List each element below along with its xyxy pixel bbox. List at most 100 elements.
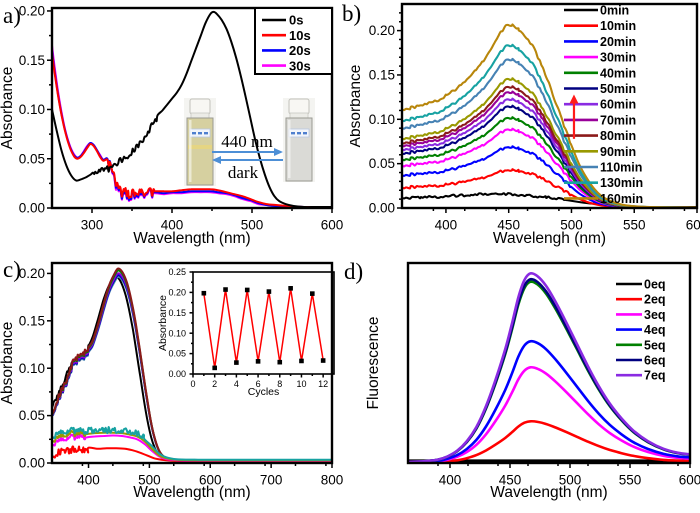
cuvette-clear-solution-highlight [288, 120, 291, 178]
y-tick-label: 0.05 [369, 156, 395, 171]
legend-label-2eq: 2eq [644, 293, 666, 307]
legend-label-7eq: 7eq [644, 369, 666, 383]
x-tick-label: 300 [81, 218, 104, 233]
x-tick-label: 8 [277, 379, 282, 389]
legend-label-60min: 60min [600, 98, 636, 112]
legend-label-0eq: 0eq [644, 278, 666, 292]
cuvette-yellow-solution-band [188, 145, 212, 149]
forward-wavelength-annotation: 440 nm [221, 132, 272, 151]
plot-frame-a [50, 6, 334, 210]
cuvette-yellow-solution [184, 98, 216, 186]
series-7eq-line [408, 271, 690, 463]
x-tick-label: 400 [161, 218, 184, 233]
increase-up-arrow-icon [569, 94, 579, 104]
x-tick-label: 600 [679, 473, 700, 488]
x-tick-label: 6 [256, 379, 261, 389]
series-cycling-absorbance-marker-5 [244, 287, 250, 293]
series-group-c [52, 267, 332, 463]
panel-c-label: c) [3, 257, 21, 282]
series-group-a [52, 10, 332, 208]
series-cycling-absorbance-line [203, 287, 324, 369]
x-tick-label: 0 [190, 379, 195, 389]
y-tick-label: 0.25 [168, 267, 186, 277]
y-tick-label: 0.10 [369, 112, 395, 127]
legend-label-20s: 20s [289, 43, 311, 58]
y-tick-label: 0.15 [168, 308, 186, 318]
cuvette-clear-solution-label-mark [291, 132, 295, 135]
series-cycling-absorbance-marker-1 [201, 290, 207, 296]
y-tick-label: 0.05 [168, 349, 186, 359]
series-3eq-line [408, 365, 690, 463]
x-tick-label: 550 [623, 218, 646, 233]
series-dark-run-4-line [52, 426, 332, 461]
x-tick-label: 500 [138, 473, 161, 488]
y-axis-label-b: Absorbance [350, 65, 364, 148]
legend-label-110min: 110min [600, 161, 642, 175]
y-tick-label: 0.20 [168, 287, 186, 297]
series-80min-line [402, 85, 697, 208]
panel-c-uvvis-cycling-chart: 400 500 600 700 800 0.00 0.05 0.10 0.15 0.20 Wavel… [0, 261, 343, 501]
panel-b-label: b) [342, 1, 362, 26]
x-axis-label-d: Wavelength (nm) [490, 484, 607, 501]
cuvette-yellow-solution-label-mark [198, 132, 202, 135]
series-group-d [408, 271, 690, 463]
series-cycling-absorbance-marker-8 [277, 359, 283, 365]
panel-d-fluorescence-titration-chart: 400 450 500 550 600 Wavelength (nm) Fluorescen… [365, 261, 700, 501]
plot-frame-d [406, 261, 692, 465]
series-4eq-line [408, 339, 690, 463]
series-20min-line [402, 145, 697, 208]
series-10s-line [52, 52, 332, 208]
legend-label-30s: 30s [289, 58, 311, 73]
cuvette-clear-solution-label-mark [303, 132, 307, 135]
cuvette-yellow-solution-cap [189, 98, 211, 115]
series-110min-line [402, 57, 697, 208]
y-tick-label: 0.20 [369, 23, 395, 38]
x-tick-label: 2 [212, 379, 217, 389]
y-tick-label: 0.00 [19, 456, 45, 471]
x-tick-label: 400 [435, 218, 458, 233]
cuvette-yellow-solution-highlight [189, 120, 192, 182]
legend-label-70min: 70min [600, 113, 636, 127]
y-tick-label: 0.10 [19, 361, 45, 376]
panel-a-uvvis-photoswitch-chart: 300 400 500 600 0.00 0.05 0.10 0.15 0.20 Waveleng… [0, 4, 343, 247]
series-0s-line [52, 10, 332, 208]
y-tick-label: 0.15 [19, 313, 45, 328]
series-90min-line [402, 77, 697, 208]
y-tick-label: 0.15 [19, 53, 45, 68]
panel-d-label: d) [344, 259, 364, 284]
cuvette-yellow-solution-label-mark [204, 132, 208, 135]
y-axis-label-a: Absorbance [0, 67, 16, 150]
panel-b-uvvis-kinetics-chart: 400 450 500 550 600 0.00 0.05 0.10 0.15 0.20 Wavel… [350, 2, 700, 247]
series-photo-run-7-line [52, 267, 332, 462]
y-axis-label-d: Fluorescence [365, 316, 382, 409]
cuvette-yellow-solution-label-mark [192, 132, 196, 135]
y-axis-label-c-inset: Absorbance [157, 295, 169, 351]
legend-label-4eq: 4eq [644, 323, 666, 337]
plot-frame-b [400, 2, 699, 210]
legend-label-90min: 90min [600, 145, 636, 159]
y-tick-label: 0.00 [168, 369, 186, 379]
x-tick-label: 550 [619, 473, 642, 488]
x-tick-label: 10 [296, 379, 306, 389]
series-130min-line [402, 43, 697, 208]
plot-frame-c [50, 261, 334, 465]
cuvette-clear-solution [283, 98, 315, 182]
reverse-dark-annotation: dark [228, 163, 259, 182]
legend-label-5eq: 5eq [644, 338, 666, 352]
legend-label-3eq: 3eq [644, 308, 666, 322]
ticks-b [397, 12, 698, 213]
series-cycling-absorbance-marker-12 [320, 358, 326, 363]
x-tick-label: 4 [234, 379, 239, 389]
series-50min-line [402, 104, 697, 208]
cuvette-clear-solution-label-mark [297, 132, 301, 135]
x-tick-label: 400 [439, 473, 462, 488]
y-tick-label: 0.20 [19, 4, 45, 19]
series-dark-run-1-line [52, 445, 332, 463]
series-dark-run-2-line [52, 433, 332, 462]
x-axis-label-c-inset: Cycles [248, 386, 280, 398]
y-tick-label: 0.20 [19, 266, 45, 281]
series-40min-line [402, 116, 697, 208]
series-10min-line [402, 168, 697, 208]
legend-label-160min: 160min [600, 192, 643, 206]
